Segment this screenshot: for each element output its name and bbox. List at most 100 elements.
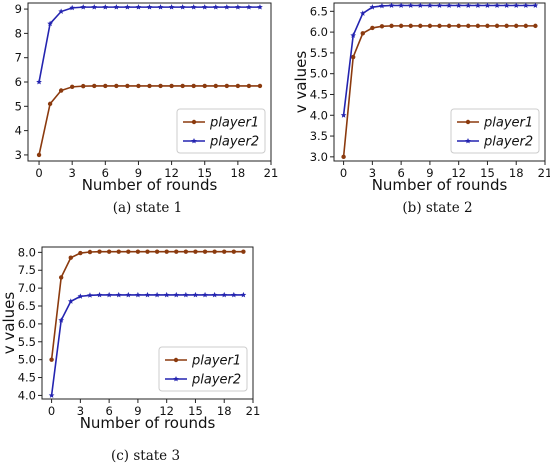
data-point — [503, 2, 510, 8]
data-point — [202, 249, 208, 254]
data-point — [202, 291, 208, 298]
data-point — [126, 249, 131, 254]
x-axis-label: Number of rounds — [372, 176, 508, 194]
data-point — [408, 23, 413, 29]
y-tick-label: 5.0 — [310, 67, 328, 81]
data-point — [418, 23, 423, 29]
y-tick-label: 6.0 — [310, 25, 328, 39]
y-tick-label: 7 — [15, 51, 22, 65]
data-point — [514, 23, 519, 29]
data-point — [455, 2, 462, 8]
data-point — [212, 249, 217, 254]
y-tick-label: 4.5 — [18, 371, 36, 385]
x-tick-label: 15 — [188, 404, 203, 418]
data-point — [190, 4, 197, 10]
y-tick-label: 5.0 — [18, 353, 36, 367]
data-point — [398, 23, 404, 29]
data-point — [114, 83, 119, 89]
data-point — [69, 84, 75, 90]
data-point — [106, 291, 112, 298]
data-point — [240, 291, 247, 298]
data-point — [466, 23, 471, 29]
chart-panel-3: 4.0 4.5 5.0 5.5 6.0 6.5 7.0 7.5 8.0 0 3 6 9 12 15 18 21 N… — [0, 245, 260, 464]
y-tick-label: 3.5 — [310, 129, 328, 143]
x-tick-label: 6 — [102, 166, 109, 180]
x-tick-label: 21 — [246, 404, 261, 418]
data-point — [223, 4, 230, 10]
data-point — [69, 4, 76, 11]
y-tick-label: 8.0 — [18, 245, 36, 259]
x-axis-label: Number of rounds — [82, 176, 218, 194]
data-point — [417, 2, 424, 8]
data-point — [183, 249, 189, 254]
data-point — [398, 2, 404, 8]
x-tick-label: 21 — [538, 166, 550, 180]
legend-marker-player1 — [465, 119, 471, 125]
x-tick-label: 12 — [451, 166, 466, 180]
data-point — [113, 4, 120, 10]
x-tick-label: 0 — [340, 166, 347, 180]
data-point — [350, 32, 357, 38]
legend-marker-player2 — [173, 376, 179, 382]
legend-label-player1: player1 — [191, 354, 241, 369]
y-tick-label: 3 — [15, 148, 22, 162]
data-point — [484, 2, 491, 8]
data-point — [388, 2, 395, 8]
data-point — [522, 2, 529, 8]
data-point — [135, 249, 141, 254]
data-point — [96, 291, 103, 298]
x-tick-label: 12 — [159, 404, 174, 418]
data-point — [183, 291, 189, 298]
data-point — [341, 154, 346, 160]
y-tick-label: 4.0 — [18, 388, 36, 402]
x-tick-label: 0 — [35, 166, 42, 180]
data-point — [407, 2, 414, 8]
data-point — [221, 291, 228, 298]
data-point — [154, 291, 160, 298]
series-player2 — [340, 2, 539, 118]
data-point — [257, 83, 263, 89]
legend-marker-player1 — [173, 357, 179, 363]
data-point — [125, 83, 130, 89]
data-point — [370, 25, 375, 31]
data-point — [78, 250, 83, 256]
data-point — [115, 291, 122, 298]
data-point — [465, 2, 472, 8]
data-point — [446, 2, 452, 8]
data-point — [116, 249, 121, 254]
data-point — [92, 83, 97, 89]
data-point — [369, 4, 376, 10]
data-point — [58, 275, 64, 280]
data-point — [379, 2, 385, 9]
data-point — [146, 4, 153, 10]
y-tick-label: 6.5 — [310, 4, 328, 18]
data-point — [211, 291, 218, 298]
x-tick-label: 6 — [397, 166, 404, 180]
data-point — [125, 291, 132, 298]
data-point — [456, 23, 461, 29]
data-point — [350, 54, 356, 60]
data-point — [475, 2, 481, 8]
data-point — [36, 79, 42, 85]
legend-marker-player2 — [191, 138, 197, 144]
data-point — [47, 20, 53, 27]
data-point — [80, 4, 87, 10]
data-point — [102, 4, 109, 10]
legend-label-player1: player1 — [483, 116, 533, 131]
y-axis-label: v values — [292, 51, 310, 114]
data-point — [212, 4, 219, 10]
data-point — [202, 83, 207, 89]
series-player2 — [36, 4, 263, 85]
data-point — [222, 249, 227, 254]
data-point — [224, 83, 230, 89]
y-tick-label: 7.0 — [18, 281, 36, 295]
data-point — [213, 83, 218, 89]
data-point — [164, 249, 169, 254]
data-point — [246, 83, 252, 89]
data-point — [157, 4, 164, 10]
series-player1 — [36, 83, 263, 158]
x-tick-label: 18 — [217, 404, 232, 418]
data-point — [427, 2, 433, 8]
